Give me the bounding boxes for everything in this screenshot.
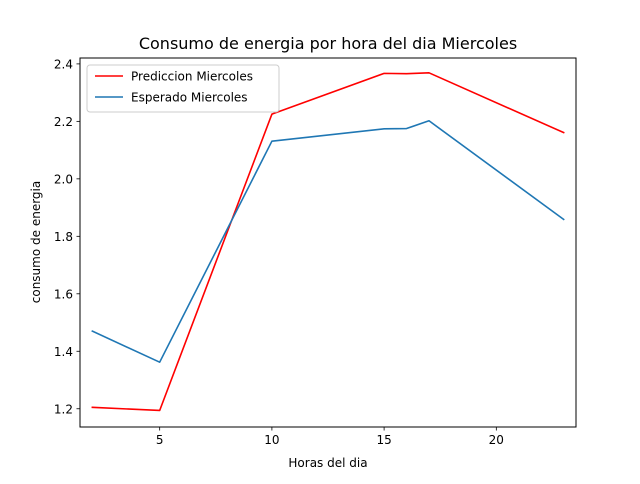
series-layer [91,72,565,412]
y-tick-label: 1.2 [54,402,73,416]
legend-box [86,64,280,113]
chart-title: Consumo de energia por hora del dia Mier… [139,34,517,53]
legend: Prediccion Miercoles Esperado Miercoles [86,64,280,113]
ticks-layer: 5 10 15 20 1.2 1.4 1.6 1.8 2.0 2.2 2.4 [54,57,504,447]
x-tick-label: 5 [156,433,164,447]
x-tick-label: 20 [489,433,504,447]
y-tick-label: 2.0 [54,172,73,186]
x-tick-label: 15 [376,433,391,447]
y-axis-label: consumo de energia [29,181,43,303]
x-axis-label: Horas del dia [288,456,367,470]
x-tick-label: 10 [264,433,279,447]
series-line-prediccion [91,72,565,412]
plot-area-frame [79,57,577,428]
y-tick-label: 1.4 [54,345,73,359]
y-tick-label: 1.6 [54,287,73,301]
legend-label-prediccion: Prediccion Miercoles [131,70,253,84]
legend-label-esperado: Esperado Miercoles [131,91,248,105]
y-tick-label: 2.2 [54,115,73,129]
y-tick-label: 2.4 [54,57,73,71]
y-tick-label: 1.8 [54,230,73,244]
series-line-esperado [91,119,565,364]
